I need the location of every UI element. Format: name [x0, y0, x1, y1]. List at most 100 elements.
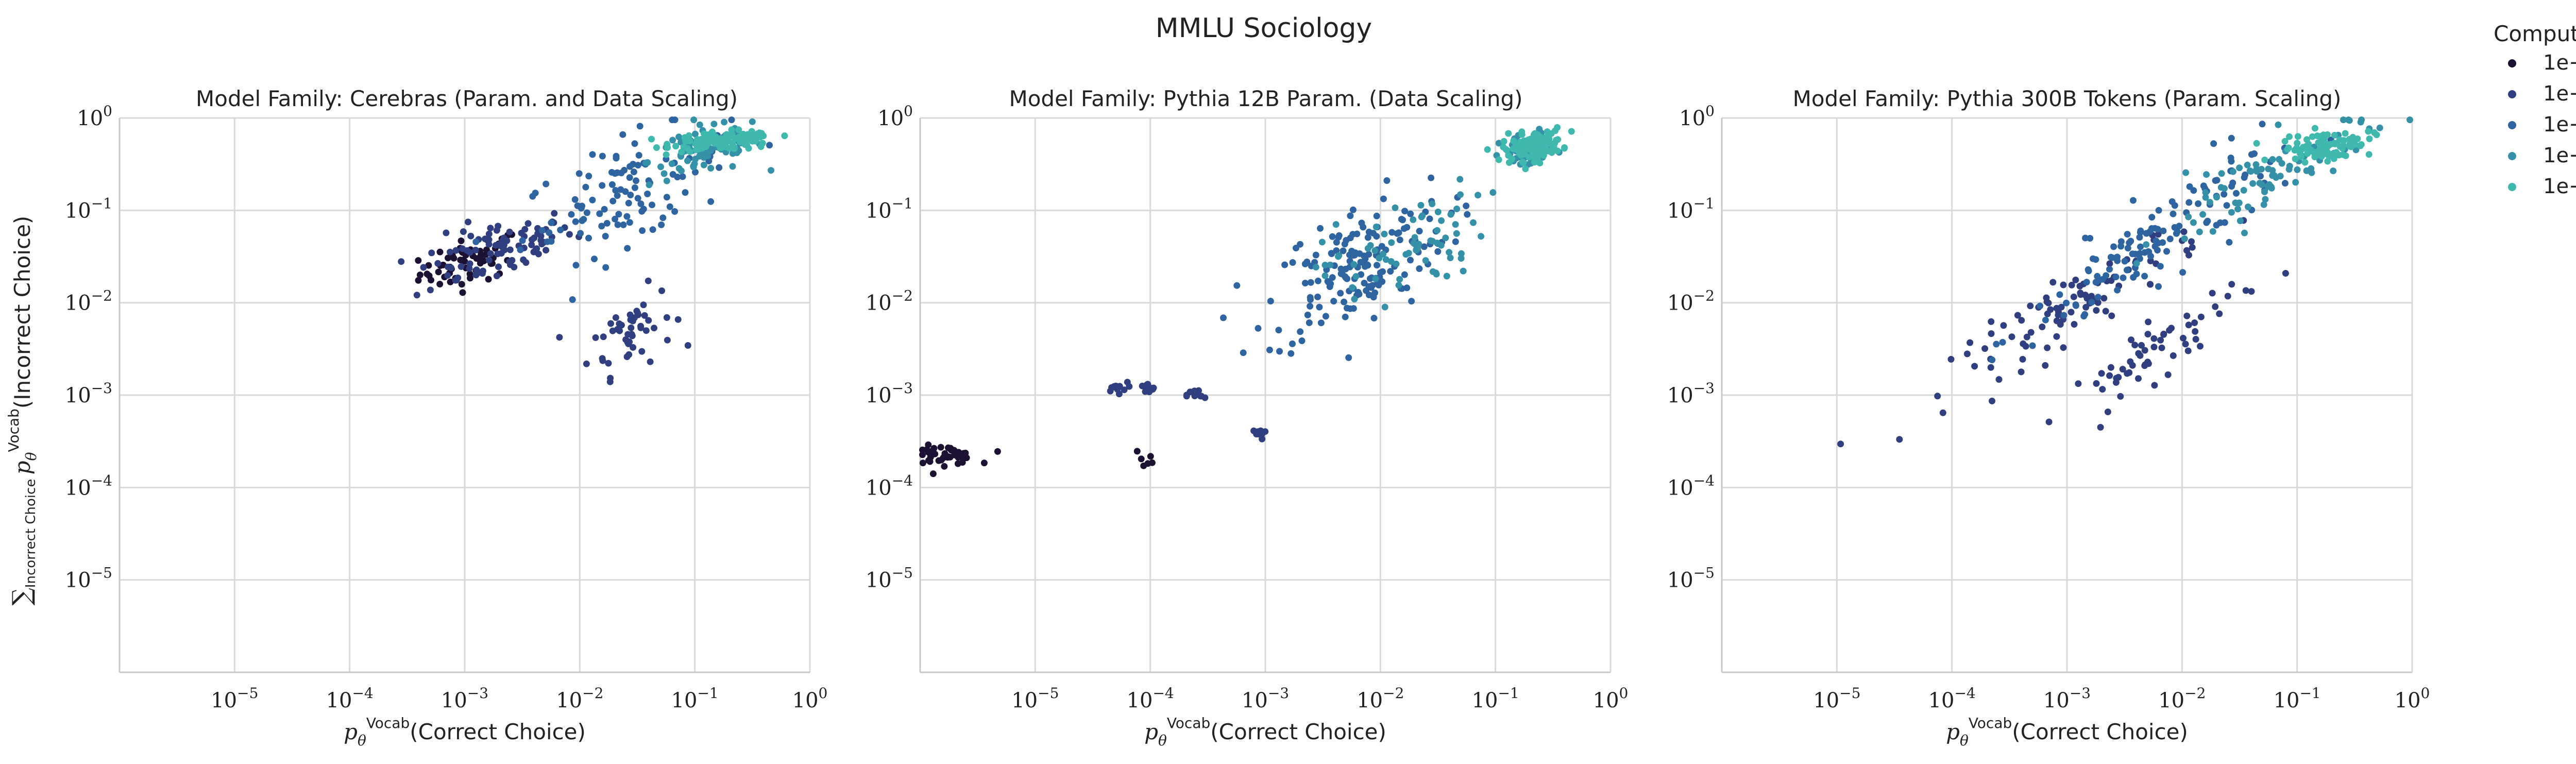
scatter-point: [2340, 116, 2347, 124]
scatter-point: [2096, 277, 2103, 283]
scatter-point: [1352, 249, 1359, 257]
scatter-point: [1240, 349, 1247, 356]
scatter-point: [2281, 138, 2289, 145]
scatter-point: [1460, 267, 1467, 275]
scatter-point: [1335, 252, 1343, 259]
scatter-point: [2143, 230, 2150, 237]
scatter-point: [566, 231, 573, 238]
scatter-point: [1333, 239, 1340, 246]
scatter-point: [641, 312, 648, 319]
scatter-point: [663, 314, 670, 321]
scatter-point: [1417, 201, 1425, 209]
x-tick-label: 100: [2395, 685, 2430, 712]
scatter-point: [2281, 180, 2289, 187]
scatter-point: [2245, 203, 2251, 210]
scatter-point: [1934, 393, 1941, 400]
scatter-point: [657, 163, 664, 171]
scatter-point: [1452, 238, 1459, 245]
scatter-point: [658, 287, 665, 294]
scatter-point: [944, 453, 952, 460]
scatter-point: [2151, 243, 2159, 250]
scatter-point: [2141, 347, 2148, 354]
scatter-point: [731, 145, 738, 152]
scatter-point: [2261, 156, 2268, 163]
scatter-point: [1307, 279, 1314, 286]
scatter-point: [2212, 303, 2219, 310]
scatter-point: [1971, 363, 1978, 370]
scatter-point: [548, 219, 555, 226]
scatter-point: [457, 237, 465, 244]
scatter-point: [2145, 248, 2153, 256]
scatter-point: [1372, 275, 1379, 282]
scatter-point: [684, 145, 691, 152]
scatter-point: [2210, 140, 2217, 147]
scatter-point: [1361, 280, 1368, 286]
scatter-point: [1328, 250, 1335, 257]
scatter-point: [631, 184, 638, 191]
scatter-point: [2151, 382, 2158, 389]
scatter-point: [651, 325, 657, 332]
scatter-point: [1307, 302, 1314, 310]
scatter-point: [1408, 298, 1415, 305]
scatter-point: [1995, 376, 2003, 383]
scatter-point: [2221, 185, 2228, 192]
scatter-point: [1478, 233, 1485, 240]
scatter-point: [626, 338, 633, 346]
scatter-point: [1375, 281, 1382, 288]
scatter-point: [1999, 338, 2006, 346]
scatter-point: [1401, 271, 1408, 278]
scatter-point: [1963, 350, 1971, 358]
scatter-point: [2088, 299, 2095, 306]
scatter-point: [528, 241, 535, 248]
scatter-point: [1124, 379, 1131, 386]
scatter-point: [1352, 273, 1360, 280]
x-tick-label: 10−4: [1928, 685, 1976, 712]
scatter-point: [628, 324, 635, 331]
scatter-point: [2072, 302, 2079, 309]
scatter-point: [2107, 364, 2114, 371]
scatter-point: [2340, 137, 2347, 144]
scatter-point: [2137, 229, 2144, 236]
scatter-point: [1495, 156, 1502, 163]
scatter-point: [2060, 281, 2067, 288]
scatter-point: [1267, 298, 1274, 304]
scatter-point: [1337, 265, 1345, 273]
scatter-point: [728, 116, 735, 124]
scatter-point: [1401, 208, 1409, 215]
scatter-point: [2166, 327, 2173, 334]
scatter-point: [700, 161, 707, 168]
scatter-point: [2223, 202, 2230, 209]
scatter-point: [493, 227, 500, 234]
scatter-point: [1335, 233, 1342, 241]
scatter-point: [602, 264, 609, 271]
scatter-point: [2376, 124, 2383, 131]
scatter-point: [740, 130, 747, 138]
scatter-point: [1947, 355, 1955, 363]
scatter-point: [640, 301, 647, 309]
scatter-point: [2039, 324, 2046, 330]
scatter-point: [1428, 174, 1435, 181]
scatter-point: [626, 174, 633, 181]
scatter-points: [919, 124, 1575, 478]
scatter-point: [519, 237, 526, 244]
scatter-point: [1373, 233, 1380, 240]
scatter-point: [2323, 141, 2330, 147]
scatter-point: [1111, 384, 1118, 391]
scatter-point: [2000, 322, 2007, 329]
scatter-point: [1989, 397, 1995, 404]
scatter-point: [649, 201, 655, 209]
scatter-point: [707, 165, 715, 172]
scatter-point: [520, 256, 527, 263]
scatter-point: [2147, 258, 2154, 264]
scatter-point: [739, 137, 746, 144]
scatter-point: [480, 258, 487, 264]
scatter-point: [781, 132, 788, 140]
scatter-point: [721, 118, 728, 126]
scatter-point: [937, 444, 944, 451]
scatter-point: [556, 334, 563, 341]
scatter-point: [2309, 133, 2316, 140]
scatter-point: [2100, 295, 2108, 302]
scatter-point: [2146, 281, 2154, 288]
scatter-point: [1301, 280, 1309, 286]
